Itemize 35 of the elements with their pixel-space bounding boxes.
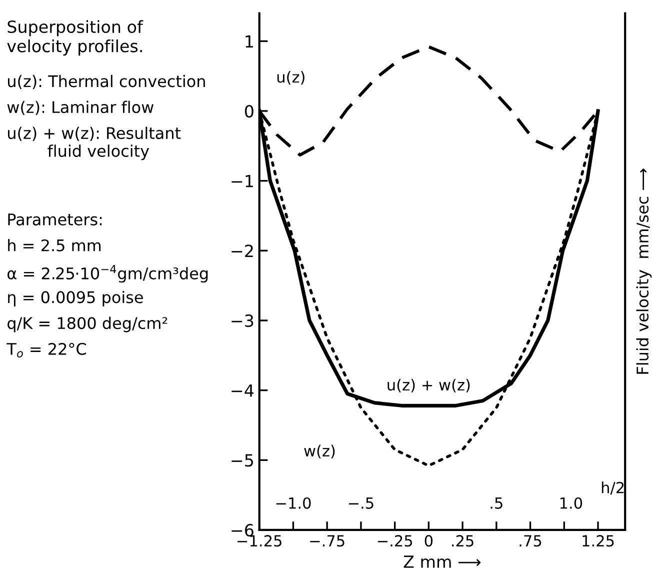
text: T$_{o}$ = 22°C [6, 342, 86, 358]
text: η = 0.0095 poise [8, 290, 143, 306]
x2-tick-label: −.5 [348, 498, 374, 509]
y-tick-label: −1 [232, 175, 253, 188]
x-tick-label: −.75 [310, 535, 344, 547]
x-tick-label: −1.25 [238, 535, 282, 547]
x-tick-label: .75 [520, 535, 542, 547]
x-tick-label: −.25 [378, 535, 412, 547]
text: u(z): Thermal convection [8, 74, 205, 90]
y-axis-title: Fluid velocity mm/sec ⟶ [636, 168, 652, 374]
y-tick-label: −6 [232, 524, 254, 536]
text: Parameters: [8, 214, 102, 226]
x2-tick-label: 1.0 [560, 497, 582, 509]
y-tick-label: −5 [232, 454, 254, 467]
x-tick-label: 0 [424, 535, 433, 547]
text: u(z) [277, 70, 304, 85]
x2-tick-label: −1.0 [276, 497, 311, 509]
text: u(z) + w(z): Resultant fluid velocity [8, 126, 181, 160]
x2-tick-label: .5 [490, 498, 502, 509]
y-tick-label: 1 [246, 35, 253, 48]
text: w(z): Laminar flow [7, 100, 154, 116]
text: Superposition of velocity profiles. [7, 20, 144, 56]
x-tick-label: 1.25 [582, 535, 614, 547]
y-tick-label: −2 [232, 244, 253, 257]
x2-axis-title: h/2 [602, 482, 624, 495]
x-axis-title: Z mm ⟶ [404, 556, 481, 568]
y-tick-label: 0 [244, 104, 254, 118]
text: h = 2.5 mm [8, 239, 101, 252]
series-label: u(z) + w(z) [388, 378, 470, 392]
text: α = 2.25·10$^{−4}$gm/cm³deg [8, 264, 208, 283]
y-tick-label: −4 [232, 384, 254, 397]
text: q/K = 1800 deg/cm² [8, 316, 168, 332]
y-tick-label: −3 [232, 314, 254, 328]
text: w(z) [304, 444, 335, 458]
x-tick-label: .25 [452, 535, 474, 547]
